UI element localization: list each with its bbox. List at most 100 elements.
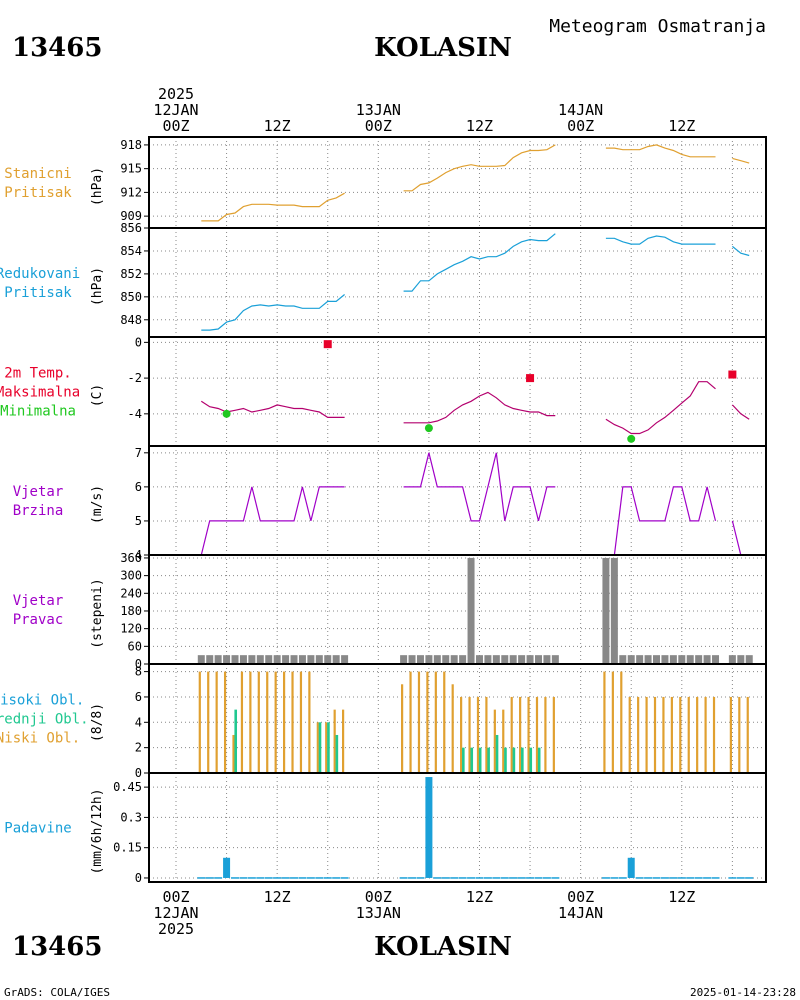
cloud-low-bar — [662, 696, 665, 773]
cloud-mid-bar — [462, 747, 465, 773]
cloud-low-bar — [746, 696, 749, 773]
page-footer: 13465 KOLASIN GrADS: COLA/IGES 2025-01-1… — [4, 932, 796, 999]
wind-dir-bar — [602, 557, 610, 664]
wind-dir-bar — [636, 655, 644, 664]
wind-dir-bar — [239, 655, 247, 664]
wind-dir-bar — [551, 655, 559, 664]
tmax-marker — [526, 374, 535, 383]
cloud-low-bar — [468, 696, 471, 773]
wind-dir-bar — [703, 655, 711, 664]
time-label-top: 12Z — [264, 117, 291, 135]
ytick-label: 4 — [135, 715, 142, 729]
panel-frame — [148, 445, 767, 556]
wind-dir-bar — [290, 655, 298, 664]
cloud-low-bar — [257, 671, 260, 773]
cloud-mid-bar — [537, 747, 541, 773]
cloud-low-bar — [552, 696, 555, 773]
time-label-top: 14JAN — [558, 101, 603, 119]
cloud-low-bar — [476, 696, 480, 773]
cloud-low-bar — [409, 671, 412, 773]
wind-dir-bar — [467, 557, 475, 664]
time-label-bottom: 12Z — [668, 888, 695, 906]
cloud-low-bar — [679, 696, 682, 773]
cloud-low-bar — [215, 671, 218, 773]
cloud-low-bar — [738, 696, 741, 773]
station_pressure-series-line — [605, 144, 716, 158]
ytick-label: 0.45 — [113, 780, 142, 794]
wind-dir-bar — [543, 655, 551, 664]
ytick-label: 7 — [135, 446, 142, 460]
ytick-label: -4 — [128, 407, 142, 421]
cloud-mid-bar — [478, 747, 482, 773]
temperature-series-line — [403, 391, 556, 424]
time-label-bottom: 12Z — [466, 888, 493, 906]
cloud-mid-bar — [335, 734, 339, 773]
cloud-low-bar — [308, 671, 311, 773]
cloud-mid-bar — [495, 734, 499, 773]
time-label-bottom: 00Z — [365, 888, 392, 906]
cloud-low-bar — [282, 671, 286, 773]
wind-dir-bar — [509, 655, 517, 664]
cloud-low-bar — [729, 696, 732, 773]
ytick-label: 912 — [120, 185, 142, 199]
cloud-low-bar — [712, 696, 716, 773]
cloud-low-bar — [611, 671, 614, 773]
ytick-label: 300 — [120, 569, 142, 583]
tmax-marker — [728, 370, 737, 379]
time-label-top: 12JAN — [153, 101, 198, 119]
wind_speed-series-line — [605, 486, 717, 556]
cloud-low-bar — [460, 696, 463, 773]
panel-unit: (mm/6h/12h) — [90, 788, 105, 874]
panel-label: Stanicni — [4, 166, 71, 182]
wind-dir-bar — [619, 655, 627, 664]
time-label-top: 13JAN — [356, 101, 401, 119]
cloud-mid-bar — [487, 747, 490, 773]
cloud-low-bar — [451, 684, 454, 773]
ytick-label: 5 — [135, 514, 142, 528]
wind-dir-bar — [223, 655, 231, 664]
ytick-label: 360 — [120, 551, 142, 565]
panel-frame — [148, 336, 767, 447]
footer-credit: GrADS: COLA/IGES — [4, 986, 110, 999]
wind_speed-series-line — [403, 452, 556, 522]
reduced_pressure-series-line — [732, 245, 750, 257]
ytick-label: 0.3 — [120, 810, 142, 824]
precip-bar — [425, 777, 433, 878]
wind-dir-bar — [459, 655, 467, 664]
reduced_pressure-series-line — [605, 235, 716, 245]
wind-dir-bar — [450, 655, 458, 664]
panel-unit: (8/8) — [90, 703, 105, 742]
time-label-bottom: 12Z — [264, 888, 291, 906]
wind-dir-bar — [400, 655, 408, 664]
panel-label: Minimalna — [0, 404, 76, 420]
panel-label: 2m Temp. — [4, 366, 71, 382]
panel-label: Vjetar — [13, 593, 64, 609]
panel-unit: (stepeni) — [90, 578, 105, 648]
panel-temperature: 0 -2 -4 2m Temp. Maksimalna Minimalna (C) — [0, 335, 767, 447]
ytick-label: 0 — [135, 657, 142, 671]
cloud-low-bar — [207, 671, 210, 773]
cloud-low-bar — [333, 709, 336, 773]
cloud-low-bar — [535, 696, 539, 773]
cloud-low-bar — [198, 671, 201, 773]
cloud-low-bar — [519, 696, 522, 773]
panel-wind_speed: 4 5 6 7 Vjetar Brzina (m/s) — [13, 445, 767, 562]
ytick-label: 2 — [135, 741, 142, 755]
panel-unit: (hPa) — [90, 267, 105, 306]
cloud-low-bar — [544, 696, 547, 773]
ytick-label: 4 — [135, 548, 142, 562]
ytick-label: 60 — [128, 639, 142, 653]
panel-label: Visoki Obl. — [0, 693, 84, 709]
header-station-id: 13465 — [12, 33, 102, 63]
cloud-low-bar — [266, 671, 269, 773]
cloud-mid-bar — [529, 747, 533, 773]
cloud-low-bar — [316, 722, 319, 773]
ytick-label: 854 — [120, 244, 142, 258]
time-label-top: 12Z — [466, 117, 493, 135]
wind-dir-bar — [282, 655, 290, 664]
time-label-bottom: 2025 — [158, 920, 194, 938]
ytick-label: 0 — [135, 871, 142, 885]
wind-dir-bar — [712, 655, 720, 664]
ytick-label: 852 — [120, 267, 142, 281]
